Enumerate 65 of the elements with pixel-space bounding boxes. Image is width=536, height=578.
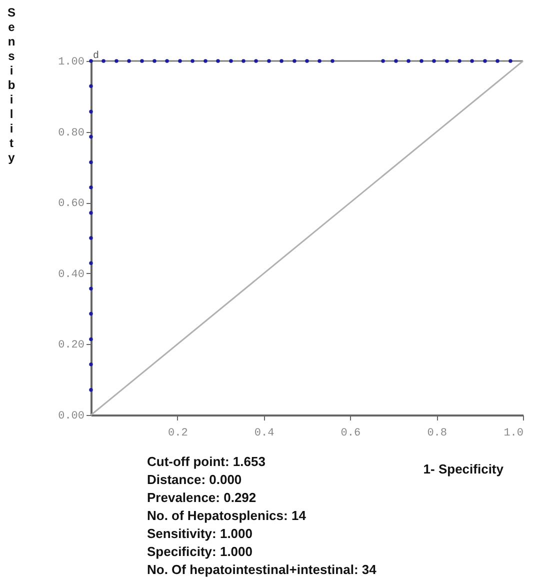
point xyxy=(89,84,93,88)
point xyxy=(89,160,93,164)
point xyxy=(318,59,322,63)
point xyxy=(330,59,334,63)
point xyxy=(394,59,398,63)
y-tick-label: 0.60 xyxy=(58,198,84,210)
text: Prevalence: 0.292 xyxy=(147,490,256,505)
point xyxy=(254,59,258,63)
point xyxy=(470,59,474,63)
x-tick-label: 0.4 xyxy=(254,428,275,440)
point xyxy=(204,59,208,63)
point xyxy=(165,59,169,63)
annotation: d xyxy=(93,50,100,62)
point xyxy=(305,59,309,63)
point xyxy=(229,59,233,63)
point xyxy=(432,59,436,63)
point xyxy=(292,59,296,63)
text: No. Of hepatointestinal+intestinal: 34 xyxy=(147,562,378,577)
point xyxy=(420,59,424,63)
point xyxy=(190,59,194,63)
point xyxy=(89,261,93,265)
point xyxy=(406,59,410,63)
text: Sensitivity: 1.000 xyxy=(147,526,252,541)
y-tick-label: 0.20 xyxy=(58,340,84,352)
point xyxy=(89,337,93,342)
point xyxy=(458,59,462,63)
text: Cut-off point: 1.653 xyxy=(147,454,266,469)
text: Sensibility xyxy=(7,6,16,164)
x-tick-label: 0.6 xyxy=(340,428,361,440)
point xyxy=(89,134,93,139)
point xyxy=(445,59,449,63)
point xyxy=(127,59,131,63)
x-axis-title: 1- Specificity xyxy=(423,462,504,476)
point xyxy=(508,59,512,63)
point xyxy=(114,59,118,63)
point xyxy=(216,59,220,63)
point xyxy=(89,362,93,366)
point xyxy=(89,312,93,316)
y-tick-label: 1.00 xyxy=(58,56,84,68)
text: No. of Hepatosplenics: 14 xyxy=(147,508,307,523)
point xyxy=(381,59,385,63)
point xyxy=(496,59,500,63)
point xyxy=(242,59,246,63)
text: Distance: 0.000 xyxy=(147,472,242,487)
x-tick-label: 0.8 xyxy=(427,428,448,440)
point xyxy=(140,59,144,63)
point xyxy=(483,59,487,63)
point xyxy=(89,186,93,190)
point xyxy=(89,211,93,215)
y-tick-label: 0.00 xyxy=(58,410,84,422)
point xyxy=(152,59,156,63)
y-tick-label: 0.40 xyxy=(58,268,84,281)
y-tick-label: 0.80 xyxy=(58,127,84,140)
x-tick-label: 0.2 xyxy=(168,428,188,440)
point xyxy=(267,59,271,63)
point xyxy=(102,59,106,63)
point xyxy=(178,59,182,63)
point xyxy=(89,59,93,63)
point xyxy=(89,110,93,114)
point xyxy=(89,286,93,290)
point xyxy=(280,59,284,63)
text: Specificity: 1.000 xyxy=(147,544,252,559)
x-tick-label: 1.0 xyxy=(504,428,524,440)
point xyxy=(89,236,93,240)
point xyxy=(89,388,93,392)
